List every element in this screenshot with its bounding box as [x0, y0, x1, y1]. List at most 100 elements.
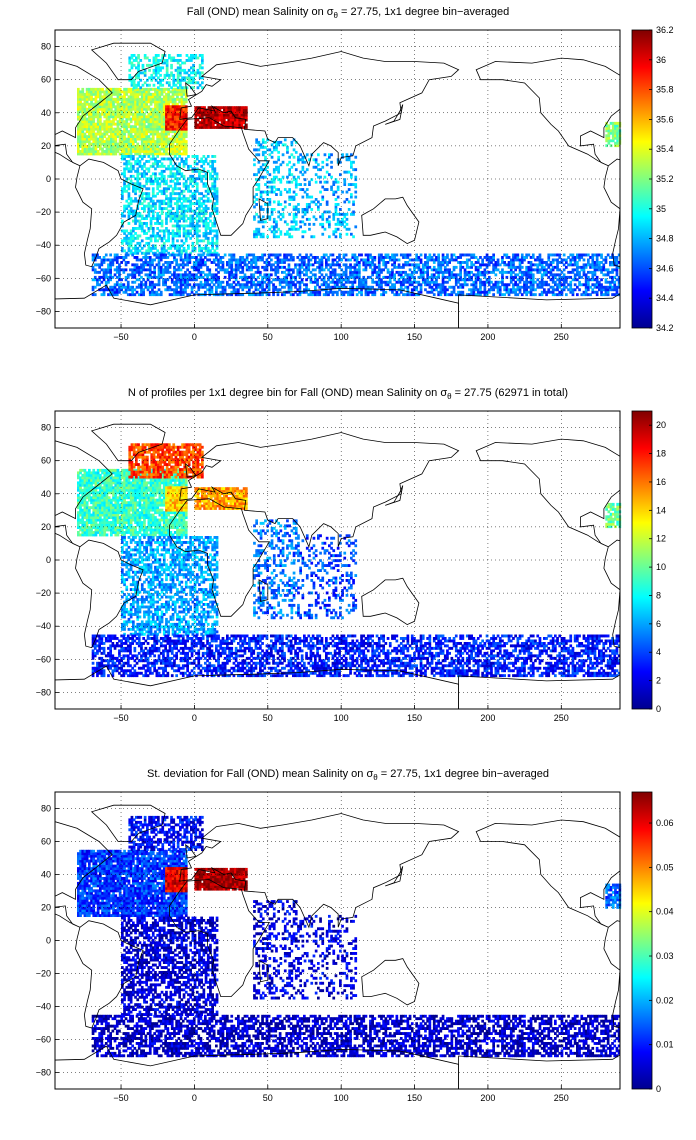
- bin-cell: [172, 143, 175, 146]
- bin-cell: [178, 170, 181, 173]
- bin-cell: [191, 288, 194, 291]
- bin-cell: [160, 291, 163, 294]
- bin-cell: [200, 165, 203, 168]
- bin-cell: [192, 235, 195, 238]
- bin-cell: [299, 153, 302, 156]
- bin-cell: [194, 74, 197, 77]
- bin-cell: [273, 191, 276, 194]
- bin-cell: [293, 191, 296, 194]
- bin-cell: [134, 281, 137, 284]
- bin-cell: [148, 69, 151, 72]
- bin-cell: [188, 74, 191, 77]
- bin-cell: [186, 54, 189, 57]
- bin-cell: [350, 193, 353, 196]
- bin-cell: [273, 201, 276, 204]
- bin-cell: [291, 173, 294, 176]
- bin-cell: [295, 186, 298, 189]
- bin-cell: [150, 239, 153, 242]
- bin-cell: [180, 256, 183, 259]
- bin-cell: [170, 71, 173, 74]
- bin-cell: [145, 281, 148, 284]
- bin-cell: [165, 227, 168, 230]
- bin-cell: [208, 283, 211, 286]
- bin-cell: [139, 155, 142, 158]
- bin-cell: [280, 191, 283, 194]
- bin-cell: [205, 172, 208, 175]
- bin-cell: [170, 160, 173, 163]
- bin-cell: [98, 283, 101, 286]
- bin-cell: [167, 230, 170, 233]
- bin-cell: [275, 176, 278, 179]
- bin-cell: [123, 182, 126, 185]
- bin-cell: [328, 173, 331, 176]
- bin-cell: [178, 195, 181, 198]
- bin-cell: [348, 228, 351, 231]
- bin-cell: [139, 172, 142, 175]
- bin-cell: [208, 271, 211, 274]
- bin-cell: [139, 190, 142, 193]
- bin-cell: [127, 254, 130, 257]
- bin-cell: [315, 218, 318, 221]
- bin-cell: [170, 220, 173, 223]
- bin-cell: [163, 175, 166, 178]
- bin-cell: [203, 155, 206, 158]
- bin-cell: [152, 210, 155, 213]
- bin-cell: [186, 286, 189, 289]
- bin-cell: [346, 233, 349, 236]
- bin-cell: [84, 143, 87, 146]
- bin-cell: [166, 69, 169, 72]
- bin-cell: [149, 273, 152, 276]
- bin-cell: [185, 113, 188, 116]
- bin-cell: [321, 223, 324, 226]
- bin-cell: [275, 148, 278, 151]
- bin-cell: [224, 288, 227, 291]
- bin-cell: [350, 163, 353, 166]
- bin-cell: [275, 223, 278, 226]
- bin-cell: [315, 161, 318, 164]
- bin-cell: [330, 166, 333, 169]
- bin-cell: [121, 220, 124, 223]
- bin-cell: [131, 254, 134, 257]
- bin-cell: [77, 88, 80, 91]
- bin-cell: [273, 186, 276, 189]
- bin-cell: [182, 266, 185, 269]
- bin-cell: [194, 195, 197, 198]
- bin-cell: [214, 180, 217, 183]
- bin-cell: [150, 74, 153, 77]
- bin-cell: [343, 201, 346, 204]
- bin-cell: [154, 202, 157, 205]
- bin-cell: [330, 176, 333, 179]
- bin-cell: [139, 93, 142, 96]
- bin-cell: [299, 183, 302, 186]
- bin-cell: [271, 156, 274, 159]
- bin-cell: [128, 195, 131, 198]
- bin-cell: [185, 180, 188, 183]
- bin-cell: [215, 268, 218, 271]
- bin-cell: [167, 268, 170, 271]
- bin-cell: [139, 212, 142, 215]
- bin-cell: [145, 225, 148, 228]
- bin-cell: [140, 259, 143, 262]
- bin-cell: [288, 156, 291, 159]
- bin-cell: [204, 261, 207, 264]
- bin-cell: [169, 271, 172, 274]
- bin-cell: [148, 59, 151, 62]
- bin-cell: [319, 176, 322, 179]
- bin-cell: [286, 176, 289, 179]
- bin-cell: [116, 259, 119, 262]
- bin-cell: [152, 187, 155, 190]
- bin-cell: [175, 283, 178, 286]
- bin-cell: [144, 54, 147, 57]
- bin-cell: [282, 176, 285, 179]
- bin-cell: [134, 232, 137, 235]
- bin-cell: [159, 185, 162, 188]
- bin-cell: [297, 176, 300, 179]
- bin-cell: [288, 213, 291, 216]
- bin-cell: [337, 188, 340, 191]
- bin-cell: [139, 59, 142, 62]
- bin-cell: [206, 266, 209, 269]
- bin-cell: [196, 182, 199, 185]
- salinity-map-panel: Fall (OND) mean Salinity on σθ = 27.75, …: [0, 6, 696, 342]
- bin-cell: [183, 69, 186, 72]
- bin-cell: [178, 187, 181, 190]
